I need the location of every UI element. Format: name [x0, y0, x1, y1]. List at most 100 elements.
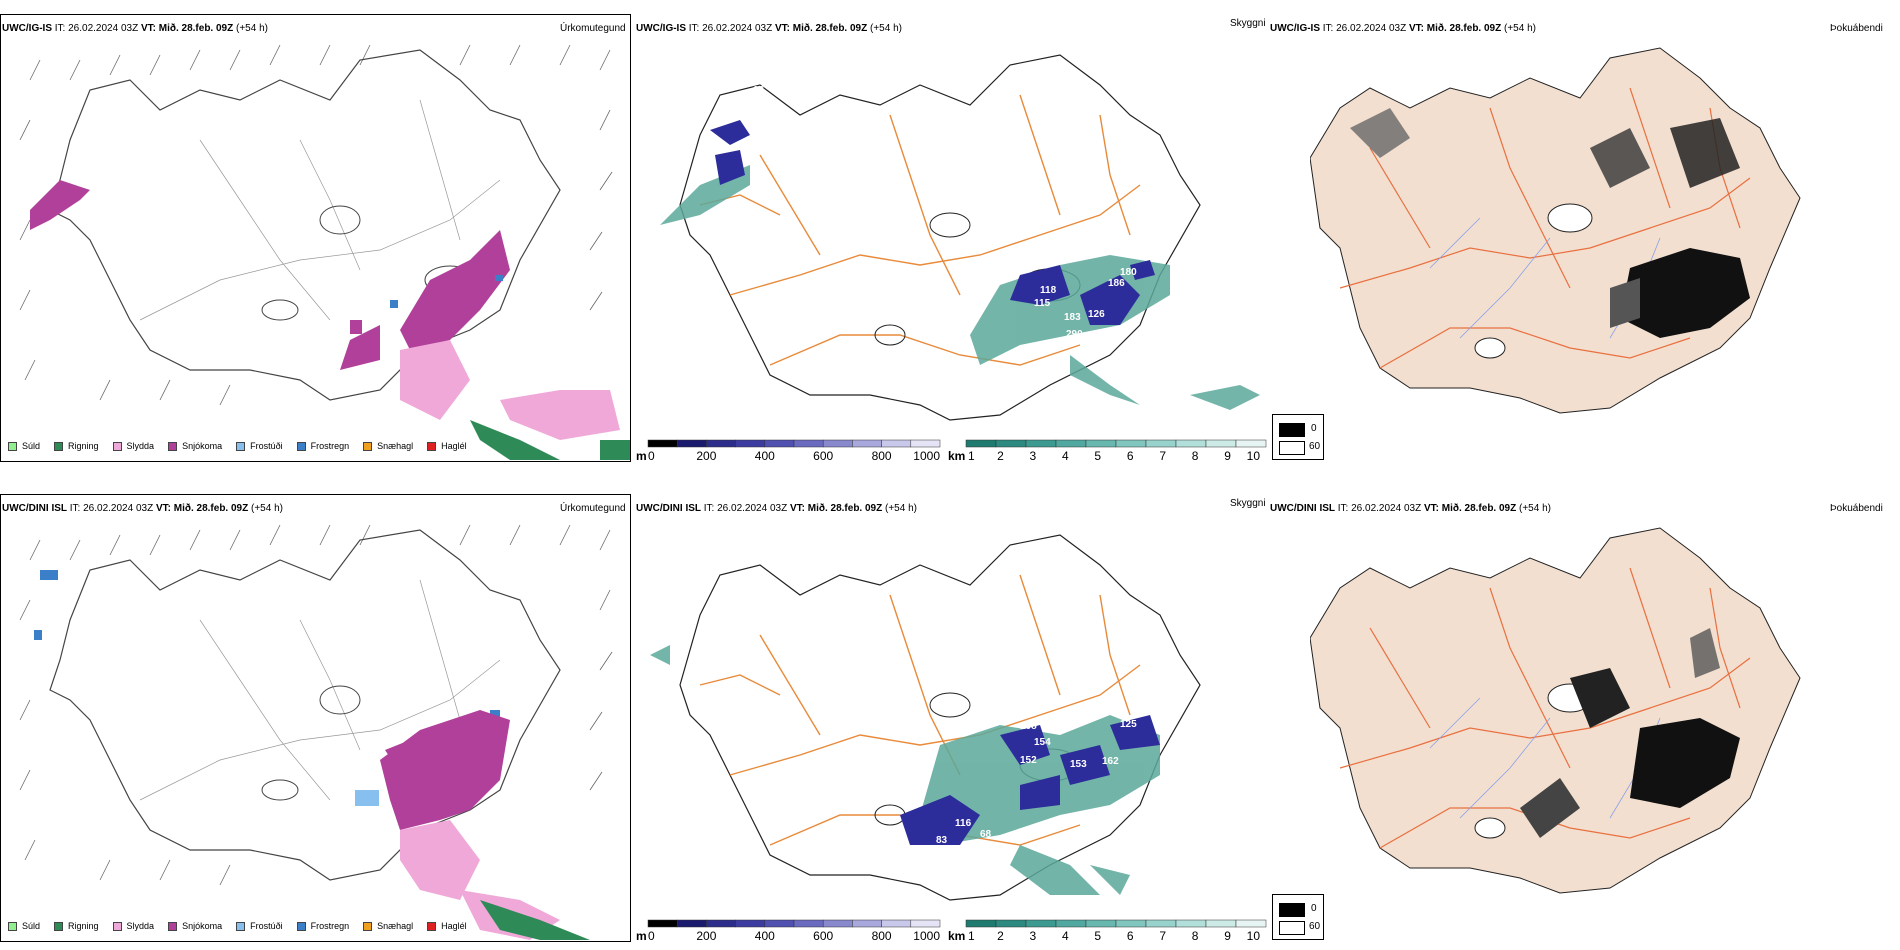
fog-legend-label-1: 60: [1309, 921, 1321, 932]
fog-header-1: UWC/IG-IS IT: 26.02.2024 03Z VT: Mið. 28…: [1270, 23, 1536, 34]
row2: UWC/DINI ISL IT: 26.02.2024 03Z VT: Mið.…: [0, 480, 1900, 950]
colorbar-segment: [1025, 919, 1057, 928]
fog-legend-label-0: 0: [1311, 423, 1317, 434]
fog-legend-1: 0 60: [1272, 414, 1324, 460]
valid-time: Mið. 28.feb. 09Z: [158, 23, 234, 34]
colorbar-segment: [1205, 919, 1237, 928]
visibility-header-1: UWC/IG-IS IT: 26.02.2024 03Z VT: Mið. 28…: [636, 23, 902, 34]
colorbar-tick-label: 600: [813, 929, 833, 943]
legend-item: Frostúði: [236, 921, 283, 931]
legend-swatch: [112, 921, 122, 931]
fog-map-1: [1310, 47, 1801, 414]
legend-swatch: [296, 441, 306, 451]
precip-map-frame-2: [0, 494, 631, 942]
colorbar-tick-label: 9: [1224, 929, 1231, 943]
precip-title-2: Úrkomutegund: [560, 503, 626, 514]
precip-snow: [30, 180, 510, 370]
visibility-colorbar-m-2: m 0 200 400 600 800 1000: [636, 918, 944, 944]
precip-header-2: UWC/DINI ISL IT: 26.02.2024 03Z VT: Mið.…: [2, 503, 283, 514]
precip-header-1: UWC/IG-IS IT: 26.02.2024 03Z VT: Mið. 28…: [2, 23, 268, 34]
colorbar-tick-label: 3: [1030, 929, 1037, 943]
colorbar-unit: km: [948, 449, 965, 463]
iceland-outline: [679, 54, 1201, 421]
colorbar-segment: [647, 439, 678, 448]
init-time: 26.02.2024 03Z: [702, 23, 773, 34]
glaciers: [1474, 203, 1593, 359]
legend-item: Rigning: [54, 441, 99, 451]
legend-item: Súld: [8, 921, 40, 931]
valid-time: Mið. 28.feb. 09Z: [792, 23, 868, 34]
colorbar-segment: [1175, 919, 1207, 928]
lead-time: (+54 h): [1504, 23, 1536, 34]
legend-item: Haglél: [427, 441, 467, 451]
colorbar-tick-label: 800: [872, 929, 892, 943]
visibility-value-label: 115: [1034, 298, 1051, 309]
colorbar-segment: [1175, 439, 1207, 448]
fog-field: [1520, 628, 1740, 838]
valid-time: Mið. 28.feb. 09Z: [173, 503, 249, 514]
model-name: UWC/IG-IS: [636, 23, 686, 34]
precip-sleet: [400, 340, 620, 440]
colorbar-tick-label: 0: [648, 929, 655, 943]
colorbar-tick-label: 0: [648, 449, 655, 463]
colorbar-segment: [1115, 439, 1147, 448]
colorbar-segment: [1115, 919, 1147, 928]
visibility-value-label: 116: [955, 818, 972, 829]
colorbar-segment: [881, 439, 912, 448]
fog-header-2: UWC/DINI ISL IT: 26.02.2024 03Z VT: Mið.…: [1270, 503, 1551, 514]
colorbar-tick-label: 3: [1030, 449, 1037, 463]
colorbar-tick-label: 400: [755, 929, 775, 943]
lead-time: (+54 h): [1519, 503, 1551, 514]
legend-swatch: [427, 441, 437, 451]
colorbar-segment: [676, 919, 707, 928]
legend-swatch: [363, 441, 373, 451]
legend-label: Rigning: [68, 441, 99, 451]
colorbar-tick-label: 9: [1224, 449, 1231, 463]
init-time: 26.02.2024 03Z: [1351, 503, 1422, 514]
colorbar-km: km 1 2 3 4 5 6 7 8 9 10: [948, 919, 1267, 943]
colorbar-tick-label: 2: [997, 929, 1004, 943]
legend-swatch: [54, 441, 64, 451]
colorbar-segment: [822, 439, 853, 448]
precip-map-frame-1: [0, 14, 631, 462]
legend-item: Súld: [8, 441, 40, 451]
visibility-value-label: 126: [1088, 309, 1105, 320]
iceland-outline: [49, 49, 561, 401]
lead-time: (+54 h): [870, 23, 902, 34]
fog-legend-swatch-0: [1279, 903, 1305, 917]
legend-item: Rigning: [54, 921, 99, 931]
legend-swatch: [168, 921, 178, 931]
colorbar-tick-label: 1: [968, 929, 975, 943]
legend-item: Frostregn: [296, 921, 349, 931]
colorbar-segment: [764, 439, 795, 448]
visibility-km-field: [660, 165, 1260, 410]
legend-label: Slydda: [126, 921, 155, 931]
visibility-value-label: 180: [1120, 267, 1137, 278]
visibility-value-label: 162: [1102, 756, 1119, 767]
precip-snow: [380, 710, 510, 830]
colorbar-segment: [1085, 439, 1117, 448]
legend-item: Haglél: [427, 921, 467, 931]
colorbar-tick-label: 600: [813, 449, 833, 463]
valid-label: VT:: [789, 503, 805, 514]
legend-swatch: [236, 441, 246, 451]
colorbar-m: m 0 200 400 600 800 1000: [636, 439, 940, 463]
colorbar-segment: [822, 919, 853, 928]
colorbar-tick-label: 7: [1159, 449, 1166, 463]
colorbar-segment: [910, 919, 941, 928]
colorbar-tick-label: 1: [968, 449, 975, 463]
legend-label: Frostúði: [250, 921, 283, 931]
legend-label: Frostregn: [310, 441, 350, 451]
colorbar-tick-label: 8: [1192, 449, 1199, 463]
road-network: [139, 579, 501, 801]
visibility-value-label: 36: [746, 135, 758, 146]
row1: UWC/IG-IS IT: 26.02.2024 03Z VT: Mið. 28…: [0, 0, 1900, 470]
valid-time: Mið. 28.feb. 09Z: [807, 503, 883, 514]
legend-item: Snæhagl: [363, 921, 413, 931]
legend-item: Frostregn: [296, 441, 350, 451]
colorbar-segment: [793, 919, 824, 928]
model-name: UWC/DINI ISL: [1270, 503, 1335, 514]
colorbar-tick-label: 400: [755, 449, 775, 463]
iceland-outline: [49, 529, 561, 881]
